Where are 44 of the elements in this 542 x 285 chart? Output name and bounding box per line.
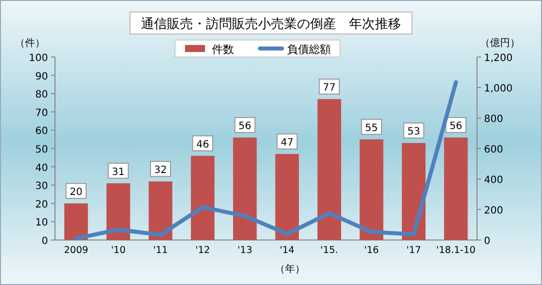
- y-tick-label: 90: [35, 71, 48, 82]
- y2-tick-label: 800: [484, 114, 504, 125]
- y-tick-label: 10: [35, 218, 48, 229]
- x-tick-label: 2009: [64, 245, 88, 256]
- x-tick-label: '13: [238, 245, 252, 256]
- data-label: 20: [70, 186, 82, 198]
- x-tick-label: '14: [280, 245, 294, 256]
- x-tick-label: '11: [153, 245, 168, 256]
- x-tick-label: '12: [195, 245, 210, 256]
- legend-label: 負債総額: [287, 43, 331, 56]
- data-label: 46: [196, 139, 210, 150]
- y2-tick-label: 400: [484, 175, 504, 186]
- legend-label: 件数: [212, 43, 234, 56]
- data-label: 47: [280, 137, 294, 148]
- y-tick-label: 80: [35, 90, 48, 101]
- y-axis-title: （件）: [15, 38, 45, 49]
- y2-tick-label: 1,200: [484, 53, 513, 64]
- data-label: 31: [112, 166, 125, 178]
- data-label: 56: [450, 121, 462, 132]
- y2-tick-label: 0: [484, 236, 490, 247]
- data-label: 77: [322, 82, 336, 94]
- x-tick-label: '15.: [320, 245, 338, 256]
- x-tick-label: '10: [110, 245, 126, 256]
- data-label: 53: [407, 126, 420, 138]
- y2-tick-label: 200: [484, 206, 504, 216]
- y-tick-label: 0: [42, 236, 48, 247]
- chart-title: 通信販売・訪問販売小売業の倒産 年次推移: [141, 16, 401, 32]
- data-label: 32: [154, 164, 167, 176]
- x-axis-title: （年）: [275, 263, 305, 275]
- x-tick-label: '17: [406, 245, 422, 256]
- y-tick-label: 70: [35, 108, 48, 119]
- x-tick-label: '18.1-10: [436, 245, 476, 256]
- y2-axis-title: （億円）: [480, 37, 520, 49]
- y-tick-label: 40: [35, 162, 48, 174]
- y-tick-label: 60: [35, 126, 48, 138]
- y-tick-label: 100: [28, 53, 48, 64]
- data-label: 55: [365, 122, 378, 134]
- x-tick-label: '16: [364, 245, 379, 256]
- y2-tick-label: 1,000: [484, 84, 513, 94]
- y2-tick-label: 600: [484, 144, 504, 156]
- data-label: 56: [238, 121, 252, 132]
- y-tick-label: 20: [35, 199, 48, 210]
- y-tick-label: 50: [35, 144, 48, 156]
- y-tick-label: 30: [35, 181, 48, 192]
